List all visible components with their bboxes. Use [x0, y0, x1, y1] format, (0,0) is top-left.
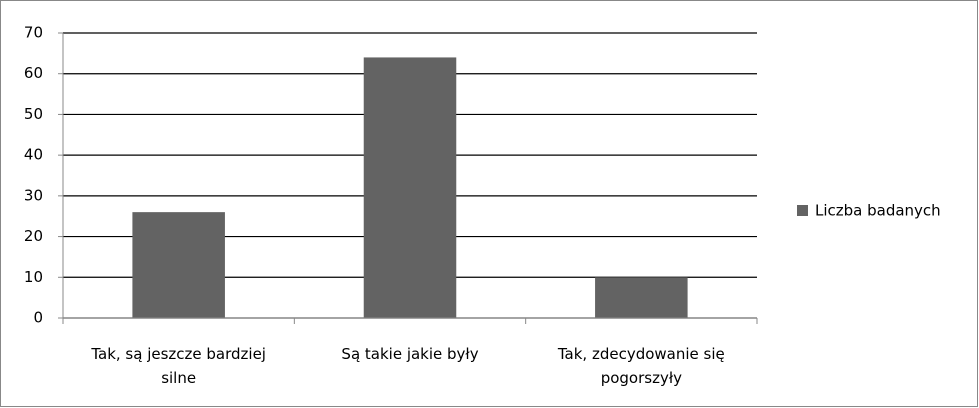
bar [363, 57, 457, 319]
x-tick-label: Tak, są jeszcze bardziej silne [91, 345, 266, 387]
bar [595, 277, 688, 318]
y-tick-label: 30 [24, 186, 43, 204]
y-tick-label: 10 [24, 268, 43, 286]
y-tick-label: 70 [24, 24, 43, 42]
legend-swatch [797, 205, 808, 216]
bar [132, 212, 225, 318]
y-tick-label: 20 [24, 227, 43, 245]
y-tick-label: 0 [33, 309, 43, 327]
y-tick-label: 40 [24, 146, 43, 164]
y-tick-label: 50 [24, 105, 43, 123]
legend-label: Liczba badanych [815, 202, 941, 220]
x-tick-label: Tak, zdecydowanie się pogorszyły [557, 345, 725, 387]
x-tick-label: Są takie jakie były [341, 345, 479, 363]
y-tick-label: 60 [24, 64, 43, 82]
